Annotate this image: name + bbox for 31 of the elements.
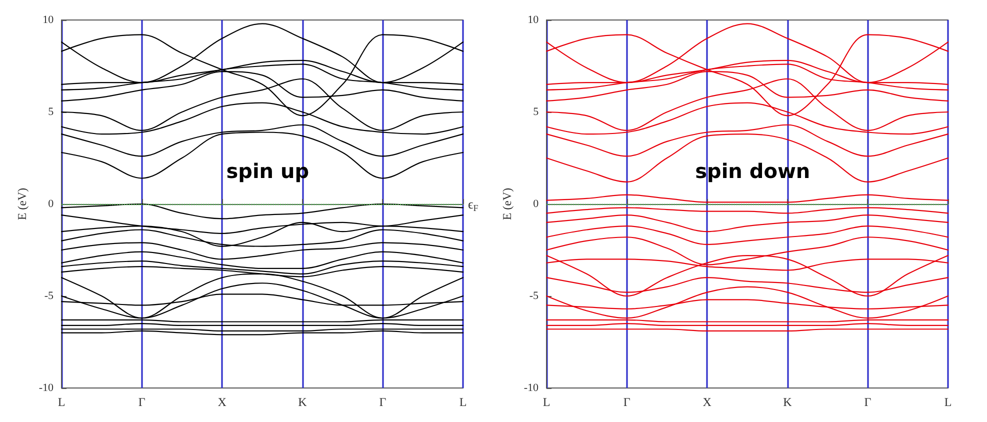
x-tick-label: L [459,395,467,409]
line-series [61,242,464,260]
x-tick-label: Γ [379,395,386,409]
y-tick-label: 0 [48,198,54,210]
y-tick-label: 10 [528,14,540,26]
x-tick-label: L [58,395,66,409]
y-tick-label: -10 [38,382,54,394]
x-tick-label: L [944,395,952,409]
y-tick-label: -10 [524,382,540,394]
x-tick-label: X [702,395,712,409]
y-tick-label: 5 [533,106,540,118]
y-tick-label: 5 [48,106,54,118]
x-tick-label: K [298,395,308,409]
x-tick-label: Γ [623,395,630,409]
y-tick-label: -5 [44,290,54,302]
x-tick-label: Γ [864,395,872,409]
line-series [546,214,949,232]
x-tick-label: K [783,395,792,409]
line-series [546,226,949,246]
y-tick-label: 10 [42,14,54,26]
line-series [546,134,949,182]
line-series [546,194,949,203]
x-tick-label: X [218,395,227,409]
line-series [546,286,949,319]
x-tick-label: Γ [138,395,146,409]
line-series [546,124,949,157]
y-tick-label: -5 [529,290,540,302]
x-tick-label: L [542,395,550,409]
y-axis-title: E (eV) [15,188,29,220]
y-tick-label: 0 [533,198,540,210]
y-axis-title: E (eV) [500,188,514,220]
